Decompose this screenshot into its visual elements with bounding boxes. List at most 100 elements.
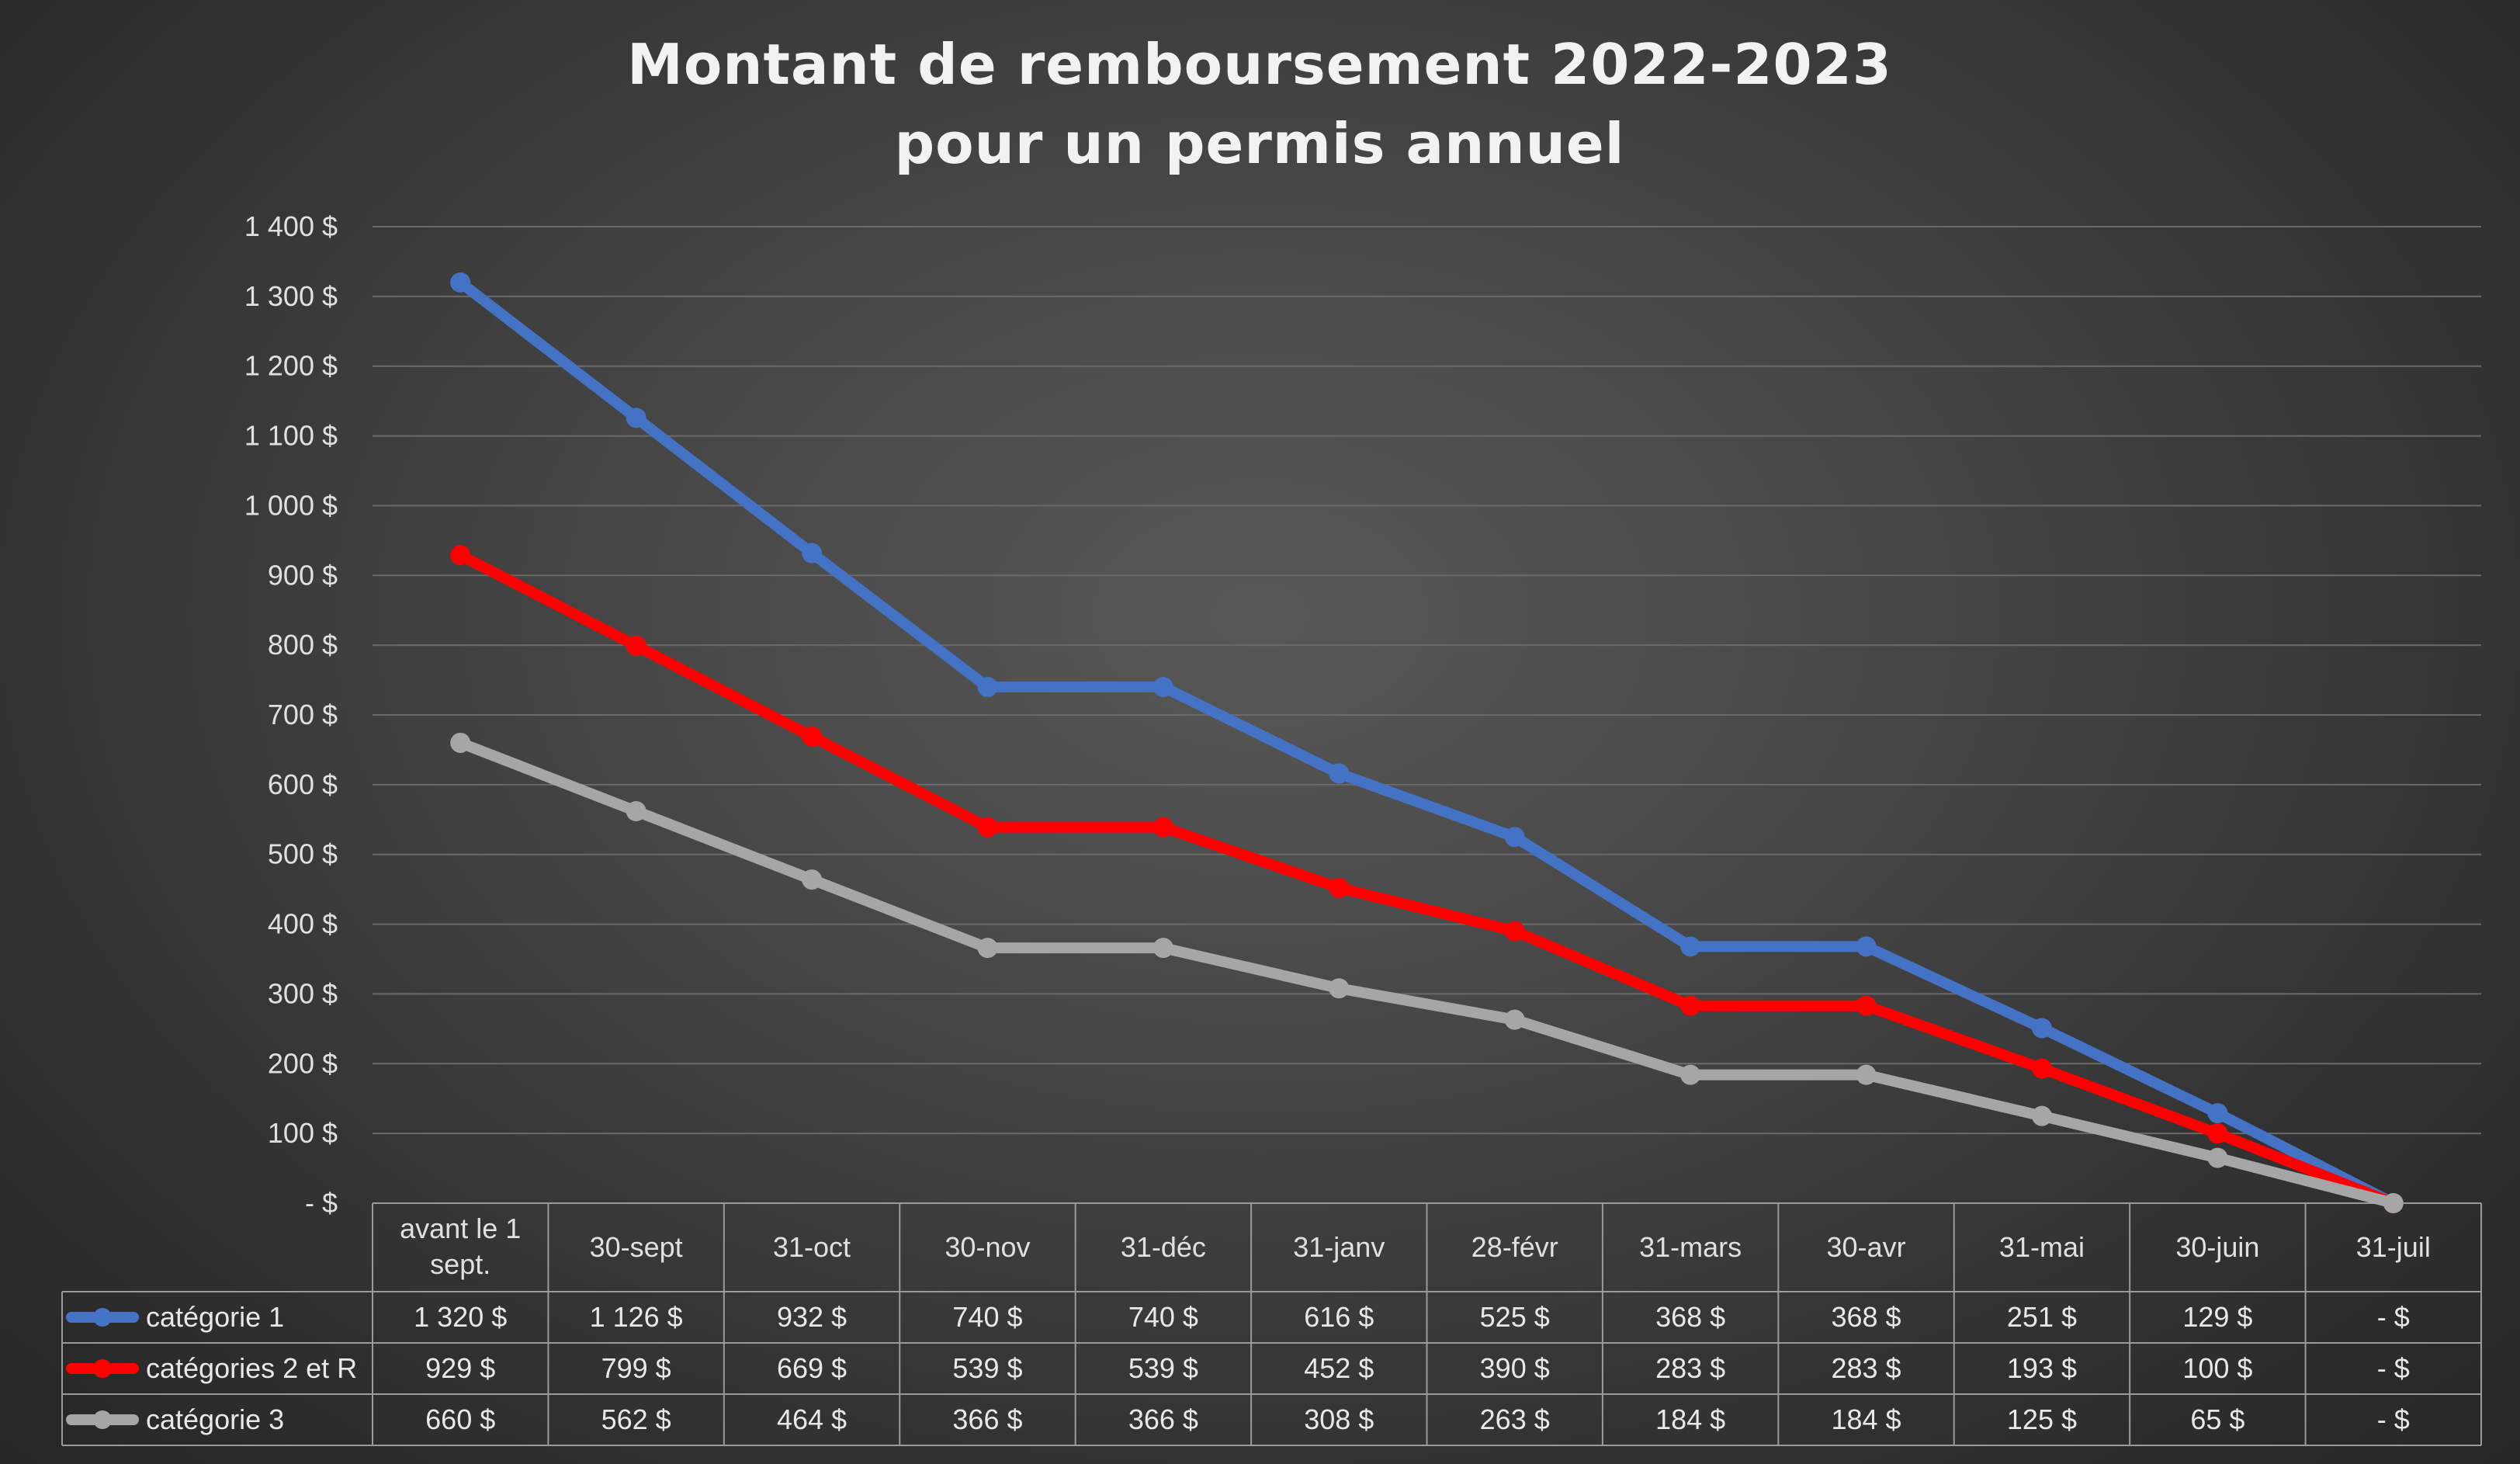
table-cell-value: 740 $ [1128, 1301, 1198, 1333]
data-point [2207, 1123, 2228, 1144]
table-cell-value: - $ [2377, 1352, 2410, 1384]
table-cell-value: 263 $ [1480, 1403, 1550, 1435]
y-tick-label: 700 $ [268, 699, 338, 730]
data-point [1329, 877, 1350, 898]
series-line [455, 550, 2399, 1209]
table-cell-value: 562 $ [601, 1403, 671, 1435]
data-point [2207, 1147, 2228, 1168]
x-category-label: 30-avr [1827, 1231, 1906, 1263]
table-cell-value: 669 $ [777, 1352, 847, 1384]
table-cell-value: 251 $ [2007, 1301, 2077, 1333]
data-point [1680, 936, 1701, 957]
data-point [1680, 995, 1701, 1016]
table-cell-value: 100 $ [2182, 1352, 2252, 1384]
table-cell-value: 366 $ [1128, 1403, 1198, 1435]
x-category-label: 31-janv [1293, 1231, 1385, 1263]
y-tick-label: 300 $ [268, 977, 338, 1009]
table-cell-value: 125 $ [2007, 1403, 2077, 1435]
y-tick-label: 900 $ [268, 559, 338, 591]
chart-title: Montant de remboursement 2022-2023 [627, 32, 1892, 97]
table-cell-value: 184 $ [1831, 1403, 1901, 1435]
data-point [977, 817, 998, 838]
data-point [626, 801, 646, 822]
table-cell-value: 616 $ [1304, 1301, 1374, 1333]
table-cell-value: 184 $ [1655, 1403, 1725, 1435]
data-point [1329, 978, 1350, 999]
y-tick-label: 200 $ [268, 1047, 338, 1079]
y-tick-label: 600 $ [268, 768, 338, 800]
data-point [977, 938, 998, 959]
table-cell-value: - $ [2377, 1301, 2410, 1333]
x-category-label: avant le 1 sept. [400, 1212, 521, 1280]
table-cell-value: 740 $ [952, 1301, 1022, 1333]
table-cell-value: 1 126 $ [590, 1301, 683, 1333]
x-category-label: 31-déc [1121, 1231, 1206, 1263]
table-cell-value: - $ [2377, 1403, 2410, 1435]
series-line [455, 276, 2399, 1209]
table-cell-value: 660 $ [425, 1403, 495, 1435]
data-point [626, 408, 646, 428]
table-cell-value: 366 $ [952, 1403, 1022, 1435]
table-cell-value: 283 $ [1655, 1352, 1725, 1384]
y-tick-label: - $ [305, 1187, 338, 1219]
data-point [977, 677, 998, 698]
table-cell-value: 539 $ [1128, 1352, 1198, 1384]
data-point [802, 726, 823, 747]
legend-label: catégorie 1 [146, 1301, 284, 1333]
data-point [1153, 677, 1173, 698]
gridlines [373, 226, 2481, 1135]
legend-dot-marker [93, 1410, 112, 1429]
legend-label: catégories 2 et R [146, 1352, 357, 1384]
y-tick-label: 1 400 $ [244, 210, 338, 242]
series-lines [450, 272, 2404, 1213]
table-cell-value: 1 320 $ [414, 1301, 507, 1333]
table-cell-value: 368 $ [1655, 1301, 1725, 1333]
legend-label: catégorie 3 [146, 1403, 284, 1435]
table-cell-value: 193 $ [2007, 1352, 2077, 1384]
series-line [455, 737, 2399, 1209]
x-category-label: 31-mai [1999, 1231, 2085, 1263]
data-point [2031, 1058, 2052, 1079]
data-point [802, 543, 823, 564]
data-point [1680, 1064, 1701, 1085]
x-category-label: 30-nov [945, 1231, 1030, 1263]
data-point [1856, 1064, 1877, 1085]
data-point [1856, 936, 1877, 957]
x-category-label: 31-juil [2356, 1231, 2431, 1263]
table-cell-value: 283 $ [1831, 1352, 1901, 1384]
data-point [2383, 1193, 2404, 1213]
data-point [2031, 1018, 2052, 1039]
data-point [1153, 817, 1173, 838]
data-point [626, 636, 646, 657]
category-label-line: sept. [430, 1248, 490, 1280]
x-category-label: 31-oct [773, 1231, 851, 1263]
category-label-line: avant le 1 [400, 1212, 521, 1244]
table-cell-value: 368 $ [1831, 1301, 1901, 1333]
data-point [802, 869, 823, 890]
x-category-label: 28-févr [1471, 1231, 1558, 1263]
y-tick-label: 800 $ [268, 629, 338, 661]
y-tick-label: 500 $ [268, 838, 338, 870]
table-cell-value: 464 $ [777, 1403, 847, 1435]
data-point [2031, 1105, 2052, 1126]
table-cell-value: 65 $ [2190, 1403, 2244, 1435]
chart-subtitle: pour un permis annuel [895, 111, 1625, 176]
data-point [2207, 1103, 2228, 1124]
y-tick-label: 400 $ [268, 908, 338, 940]
data-table: avant le 1 sept. 30-sept 31-oct 30-nov 31-déc… [61, 1202, 2482, 1446]
data-point [450, 732, 471, 753]
y-tick-label: 1 000 $ [244, 489, 338, 521]
data-point [1329, 763, 1350, 784]
table-cell-value: 799 $ [601, 1352, 671, 1384]
table-cell-value: 525 $ [1480, 1301, 1550, 1333]
data-point [1504, 827, 1525, 848]
data-point [1856, 995, 1877, 1016]
y-tick-label: 100 $ [268, 1117, 338, 1149]
table-cell-value: 932 $ [777, 1301, 847, 1333]
table-cell-value: 129 $ [2182, 1301, 2252, 1333]
legend-dot-marker [93, 1359, 112, 1378]
x-category-label: 30-juin [2175, 1231, 2259, 1263]
y-tick-label: 1 100 $ [244, 420, 338, 452]
table-cell-value: 390 $ [1480, 1352, 1550, 1384]
